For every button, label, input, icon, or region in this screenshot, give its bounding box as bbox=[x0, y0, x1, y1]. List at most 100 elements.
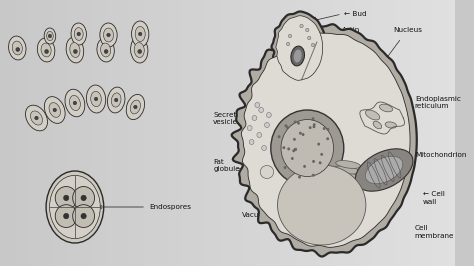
Ellipse shape bbox=[291, 46, 304, 66]
Bar bbox=[326, 0, 335, 266]
Ellipse shape bbox=[45, 97, 65, 123]
Ellipse shape bbox=[288, 34, 292, 38]
Ellipse shape bbox=[264, 123, 269, 127]
Ellipse shape bbox=[26, 105, 47, 131]
Ellipse shape bbox=[65, 89, 85, 117]
Text: Endospores: Endospores bbox=[99, 204, 191, 210]
Bar bbox=[53, 0, 62, 266]
Bar bbox=[137, 0, 145, 266]
Ellipse shape bbox=[97, 38, 114, 62]
Ellipse shape bbox=[300, 24, 303, 28]
Bar bbox=[23, 0, 31, 266]
Bar bbox=[341, 0, 350, 266]
Ellipse shape bbox=[294, 120, 297, 123]
Ellipse shape bbox=[111, 93, 121, 107]
Bar bbox=[349, 0, 357, 266]
Ellipse shape bbox=[312, 174, 315, 177]
Ellipse shape bbox=[135, 26, 145, 41]
Ellipse shape bbox=[303, 165, 306, 168]
Ellipse shape bbox=[373, 121, 382, 129]
Ellipse shape bbox=[50, 175, 100, 239]
Ellipse shape bbox=[73, 205, 94, 227]
Ellipse shape bbox=[278, 135, 281, 138]
Ellipse shape bbox=[48, 34, 52, 38]
Ellipse shape bbox=[255, 102, 260, 107]
Ellipse shape bbox=[320, 153, 323, 156]
Ellipse shape bbox=[138, 49, 142, 53]
Bar bbox=[372, 0, 380, 266]
Polygon shape bbox=[232, 24, 417, 256]
Ellipse shape bbox=[35, 116, 38, 120]
Ellipse shape bbox=[100, 43, 111, 57]
Text: Nucleus: Nucleus bbox=[394, 27, 423, 33]
Bar bbox=[68, 0, 77, 266]
Text: Actin
cable: Actin cable bbox=[342, 27, 361, 40]
Ellipse shape bbox=[294, 148, 297, 151]
Ellipse shape bbox=[46, 31, 53, 41]
Ellipse shape bbox=[326, 137, 329, 140]
Ellipse shape bbox=[44, 28, 56, 44]
Ellipse shape bbox=[45, 49, 48, 53]
Bar bbox=[121, 0, 130, 266]
Ellipse shape bbox=[247, 126, 252, 131]
Bar bbox=[38, 0, 46, 266]
Ellipse shape bbox=[286, 126, 289, 129]
Ellipse shape bbox=[9, 36, 26, 60]
Ellipse shape bbox=[365, 156, 403, 184]
Ellipse shape bbox=[252, 115, 257, 120]
Ellipse shape bbox=[100, 23, 117, 47]
Bar bbox=[8, 0, 16, 266]
Ellipse shape bbox=[323, 127, 326, 130]
Bar bbox=[432, 0, 441, 266]
Text: Secretory
vesicles: Secretory vesicles bbox=[213, 111, 248, 124]
Ellipse shape bbox=[37, 38, 55, 62]
Ellipse shape bbox=[138, 32, 142, 36]
Bar bbox=[190, 0, 198, 266]
Ellipse shape bbox=[64, 213, 69, 219]
Ellipse shape bbox=[277, 165, 366, 245]
Ellipse shape bbox=[292, 149, 295, 152]
Ellipse shape bbox=[311, 43, 315, 47]
Ellipse shape bbox=[271, 110, 344, 186]
Bar bbox=[334, 0, 342, 266]
Ellipse shape bbox=[74, 28, 83, 40]
Ellipse shape bbox=[108, 87, 125, 113]
Ellipse shape bbox=[134, 43, 144, 57]
Bar bbox=[15, 0, 24, 266]
Text: Mitochondrion: Mitochondrion bbox=[415, 152, 466, 158]
Ellipse shape bbox=[328, 177, 359, 185]
Ellipse shape bbox=[286, 42, 290, 46]
Ellipse shape bbox=[287, 147, 290, 150]
Bar bbox=[319, 0, 327, 266]
Ellipse shape bbox=[283, 166, 286, 169]
Bar bbox=[379, 0, 388, 266]
Bar bbox=[356, 0, 365, 266]
Ellipse shape bbox=[73, 49, 77, 53]
Bar bbox=[0, 0, 9, 266]
Bar bbox=[182, 0, 191, 266]
Text: Vacuole: Vacuole bbox=[242, 212, 270, 218]
Bar bbox=[250, 0, 259, 266]
Ellipse shape bbox=[380, 104, 392, 112]
Ellipse shape bbox=[66, 37, 84, 63]
Ellipse shape bbox=[64, 195, 69, 201]
Bar bbox=[174, 0, 183, 266]
Ellipse shape bbox=[312, 125, 315, 128]
Bar bbox=[258, 0, 266, 266]
Bar bbox=[387, 0, 395, 266]
Ellipse shape bbox=[73, 186, 94, 209]
Bar bbox=[265, 0, 274, 266]
Text: ← Cell
wall: ← Cell wall bbox=[422, 192, 445, 205]
Ellipse shape bbox=[326, 182, 358, 191]
Ellipse shape bbox=[134, 105, 137, 109]
Bar bbox=[91, 0, 100, 266]
Ellipse shape bbox=[294, 148, 297, 151]
Ellipse shape bbox=[257, 132, 262, 138]
Ellipse shape bbox=[284, 124, 287, 127]
Ellipse shape bbox=[356, 149, 413, 191]
Bar bbox=[159, 0, 168, 266]
Ellipse shape bbox=[71, 23, 86, 45]
Bar bbox=[296, 0, 304, 266]
Ellipse shape bbox=[30, 111, 43, 125]
Bar bbox=[281, 0, 289, 266]
